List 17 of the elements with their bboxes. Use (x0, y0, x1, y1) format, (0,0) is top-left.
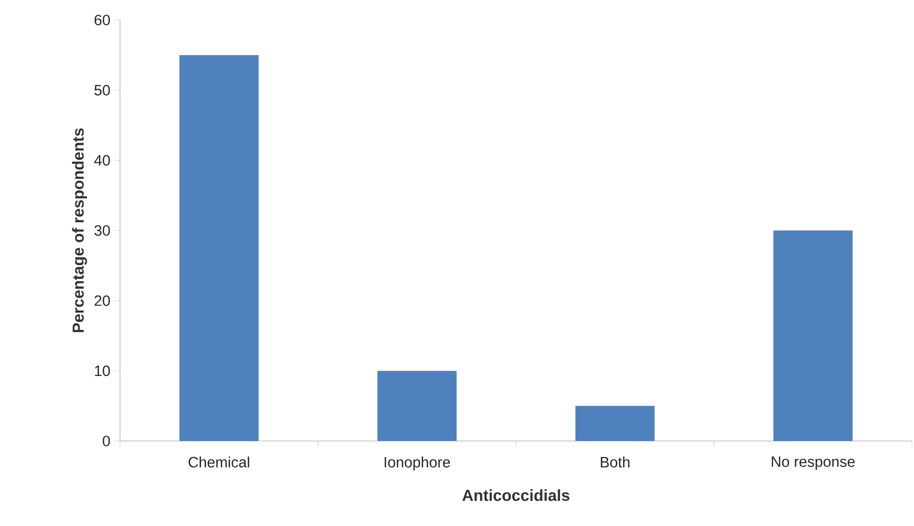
x-tick-label: Both (600, 456, 630, 468)
y-tick-label: 40 (94, 155, 110, 166)
y-tick-label: 0 (102, 436, 110, 446)
bar (179, 55, 259, 441)
bar (773, 230, 853, 441)
x-tick-label: Ionophore (384, 456, 450, 470)
x-tick-label: Chemical (188, 456, 250, 468)
bar (377, 370, 457, 441)
x-axis-title: Anticoccidials (462, 489, 570, 501)
y-tick-label: 20 (94, 295, 110, 306)
y-tick-label: 50 (94, 84, 110, 96)
y-axis-title: Percentage of respondents (72, 128, 88, 332)
y-tick-label: 30 (94, 225, 110, 236)
y-tick-label: 60 (94, 14, 110, 26)
y-tick-label: 10 (95, 366, 110, 376)
x-tick-label: No response (772, 456, 855, 470)
bar (575, 406, 655, 441)
